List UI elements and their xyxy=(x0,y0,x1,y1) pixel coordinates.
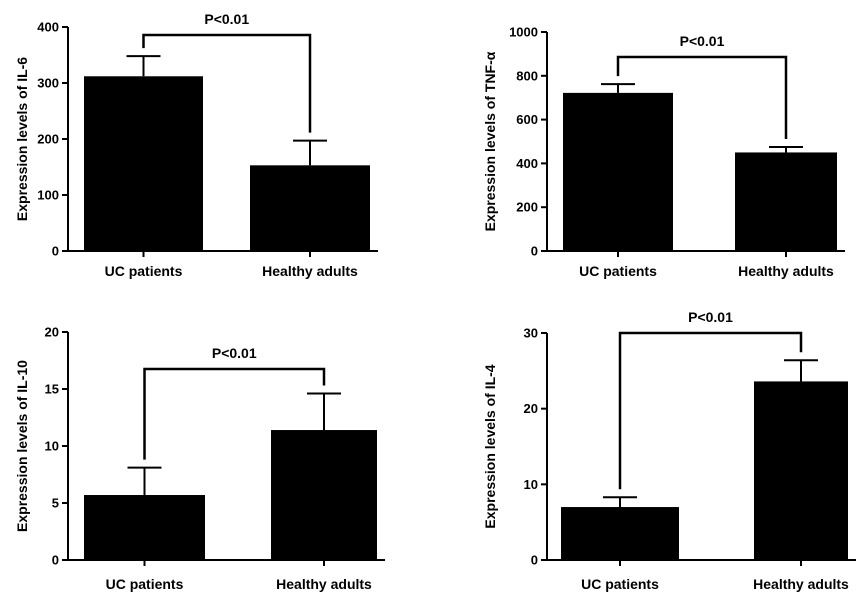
significance-bracket xyxy=(143,367,326,460)
bar-2 xyxy=(754,381,848,560)
significance-label: P<0.01 xyxy=(688,309,733,325)
y-tick-label: 5 xyxy=(52,496,59,511)
chart-panel-4: 0 10 20 30 Expression levels of IL-4 UC patie… xyxy=(482,309,856,592)
category-label: Healthy adults xyxy=(262,263,358,279)
y-tick-label: 0 xyxy=(52,244,59,259)
bar-1 xyxy=(84,495,205,560)
bar-2 xyxy=(735,152,837,251)
chart-panel-1: 0 100 200 300 400 Expression levels of IL-6 UC… xyxy=(14,11,378,279)
y-tick-label: 15 xyxy=(45,382,59,397)
category-label: UC patients xyxy=(579,263,657,279)
bar-2 xyxy=(250,165,370,251)
y-tick-label: 200 xyxy=(516,200,538,215)
y-tick-label: 1000 xyxy=(509,25,538,40)
category-label: Healthy adults xyxy=(753,576,849,592)
bar-1 xyxy=(561,507,679,560)
category-label: Healthy adults xyxy=(276,576,372,592)
chart-panel-2: 0 200 400 600 800 1000 Expression levels of TN… xyxy=(482,25,845,279)
significance-bracket xyxy=(618,331,803,490)
category-label: UC patients xyxy=(106,576,184,592)
chart-panel-3: 0 5 10 15 20 Expression levels of IL-10 UC pat… xyxy=(14,325,385,592)
y-tick-label: 10 xyxy=(524,477,538,492)
significance-bracket xyxy=(616,55,788,139)
significance-label: P<0.01 xyxy=(680,33,725,49)
bar-1 xyxy=(563,92,673,251)
y-tick-label: 600 xyxy=(516,112,538,127)
y-tick-label: 200 xyxy=(37,132,59,147)
category-label: Healthy adults xyxy=(738,263,834,279)
category-label: UC patients xyxy=(581,576,659,592)
y-tick-label: 0 xyxy=(52,553,59,568)
y-tick-label: 20 xyxy=(524,401,538,416)
y-tick-label: 0 xyxy=(531,553,538,568)
y-tick-label: 20 xyxy=(45,325,59,340)
y-axis-title: Expression levels of IL-6 xyxy=(14,57,30,221)
y-tick-label: 30 xyxy=(524,326,538,341)
y-tick-label: 0 xyxy=(531,244,538,259)
y-axis-title: Expression levels of TNF-α xyxy=(482,51,498,231)
bar-2 xyxy=(271,430,377,560)
significance-label: P<0.01 xyxy=(212,345,257,361)
y-tick-label: 300 xyxy=(37,76,59,91)
y-tick-label: 400 xyxy=(516,156,538,171)
y-axis-title: Expression levels of IL-4 xyxy=(482,364,498,528)
bar-1 xyxy=(84,76,203,251)
significance-label: P<0.01 xyxy=(204,11,249,27)
y-tick-label: 100 xyxy=(37,188,59,203)
y-tick-label: 10 xyxy=(45,439,59,454)
category-label: UC patients xyxy=(105,263,183,279)
significance-bracket xyxy=(142,33,312,133)
y-axis-title: Expression levels of IL-10 xyxy=(14,360,30,532)
y-tick-label: 800 xyxy=(516,68,538,83)
y-tick-label: 400 xyxy=(37,20,59,35)
